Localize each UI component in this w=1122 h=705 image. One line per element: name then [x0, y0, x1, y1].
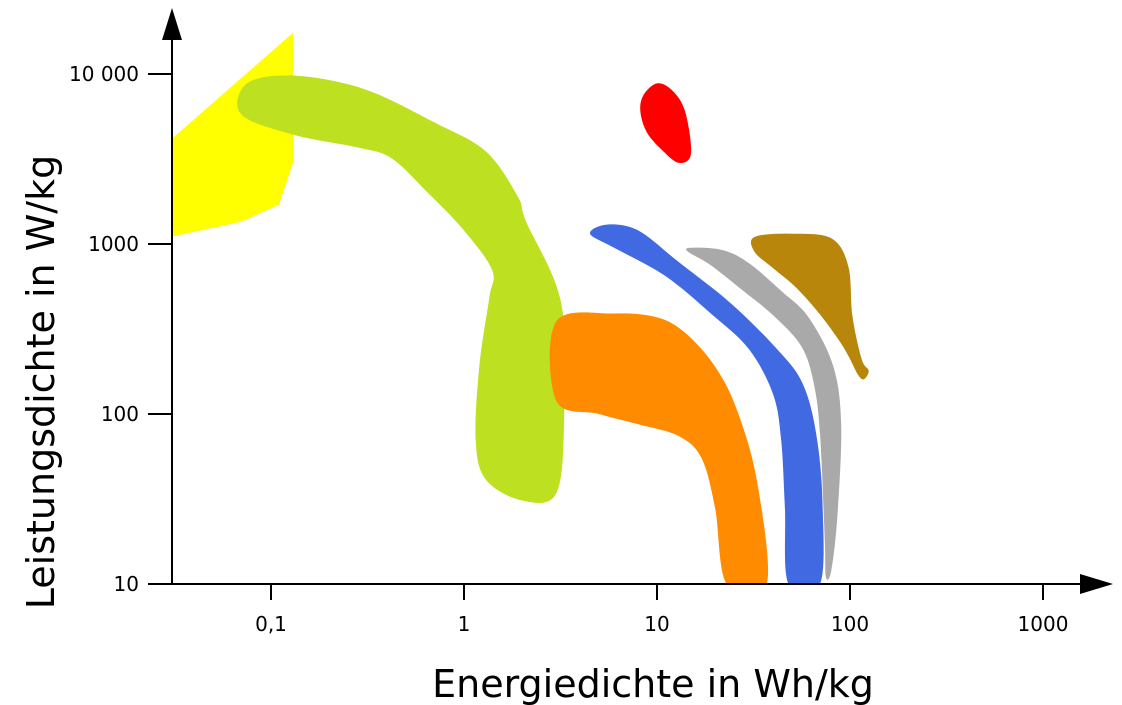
x-tick-label: 1000 [1018, 612, 1069, 636]
region-gray [686, 247, 842, 580]
x-ticks: 0,1 1 10 100 1000 [255, 584, 1068, 636]
y-tick-label: 10 [114, 572, 139, 596]
y-ticks: 10 100 1000 10 000 [69, 62, 172, 596]
y-tick-label: 1000 [88, 232, 139, 256]
x-tick-label: 100 [831, 612, 869, 636]
region-yellow [172, 32, 293, 237]
x-axis-arrow [1080, 574, 1113, 594]
y-tick-label: 100 [101, 402, 139, 426]
y-tick-label: 10 000 [69, 62, 139, 86]
region-darkgoldenrod [750, 233, 869, 380]
y-axis-arrow [162, 8, 182, 40]
x-tick-label: 1 [458, 612, 471, 636]
region-blue [590, 224, 824, 584]
region-orange [549, 312, 769, 584]
regions-layer [172, 32, 869, 584]
x-axis-title: Energiedichte in Wh/kg [432, 662, 874, 705]
x-tick-label: 0,1 [255, 612, 287, 636]
y-axis-title: Leistungsdichte in W/kg [19, 155, 63, 609]
region-red [640, 83, 692, 163]
region-yellowgreen [237, 75, 566, 503]
x-tick-label: 10 [644, 612, 669, 636]
